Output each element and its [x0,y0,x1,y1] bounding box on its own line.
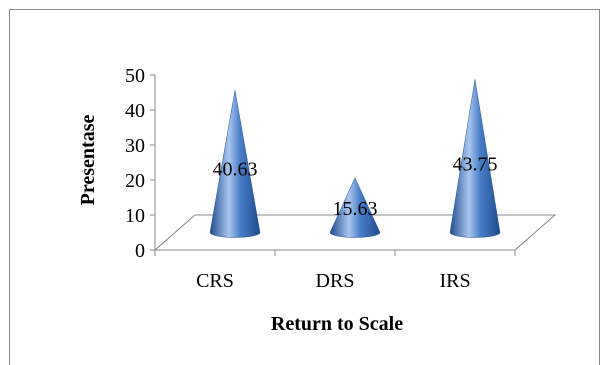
cone-bar [449,79,501,238]
y-tick-label: 20 [125,170,145,192]
x-tick-label: IRS [439,270,470,292]
y-tick-label: 0 [135,240,145,262]
y-axis-title: Presentase [77,115,99,206]
data-label: 43.75 [453,154,498,176]
bar-crs [209,90,261,238]
bar-series [209,79,501,238]
chart-frame [9,9,600,365]
y-tick-label: 40 [125,100,145,122]
x-tick-labels: CRS DRS IRS [196,270,470,292]
data-label: 40.63 [213,159,258,181]
y-axis-ticks [150,74,155,251]
y-tick-label: 30 [125,135,145,157]
cone-bar [209,90,261,238]
bar-irs [449,79,501,238]
data-labels: 40.63 15.63 43.75 [213,154,498,220]
x-axis-title: Return to Scale [271,313,403,335]
cone-bar [329,177,381,238]
x-axis-ticks [154,250,516,256]
data-label: 15.63 [333,198,378,220]
y-tick-label: 50 [125,65,145,87]
bar-drs [329,177,381,238]
x-tick-label: DRS [316,270,355,292]
y-tick-label: 10 [125,205,145,227]
x-tick-label: CRS [196,270,234,292]
y-tick-labels: 0 10 20 30 40 50 [125,65,145,262]
